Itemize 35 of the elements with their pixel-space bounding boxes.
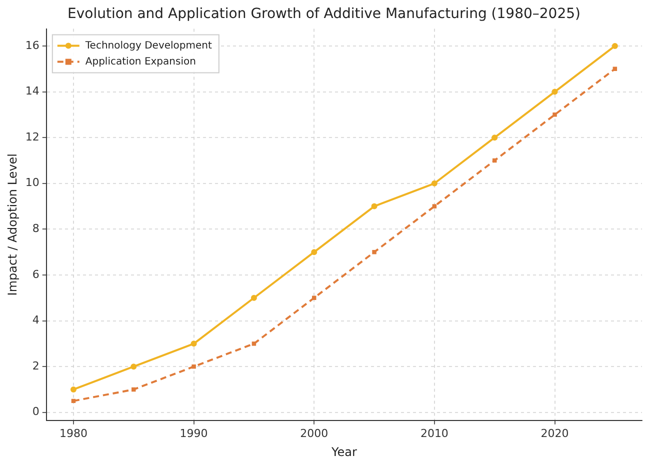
y-axis-title: Impact / Adoption Level [5,153,20,296]
x-tick-label: 2010 [420,426,448,440]
point [371,203,378,210]
point [552,88,558,95]
x-tick-label: 1990 [180,426,208,440]
x-axis-title: Year [330,444,357,459]
x-tick-label: 2020 [540,426,569,440]
point [252,342,256,346]
point [432,204,437,208]
chart-title: Evolution and Application Growth of Additive Manufacturing (1980–2025) [68,6,580,22]
point [431,180,438,186]
x-tick-label: 2000 [300,426,328,440]
y-tick-label: 4 [32,314,40,327]
point [492,134,498,141]
y-tick-label: 8 [32,222,40,236]
y-tick-label: 6 [32,268,40,281]
point [130,364,137,370]
point [372,250,376,254]
y-tick-label: 12 [25,130,40,144]
y-tick-label: 14 [25,84,40,98]
point [70,386,76,392]
y-tick-label: 10 [25,176,40,190]
y-tick-label: 0 [32,405,40,418]
point [311,249,318,256]
y-tick-label: 16 [25,38,40,52]
point [250,294,257,301]
point [552,112,557,117]
y-tick-label: 2 [32,359,40,372]
point [612,42,618,49]
point [190,340,197,347]
point [192,364,196,369]
x-tick-label: 1980 [59,426,88,440]
legend-label: Technology Development [84,40,212,52]
legend-label: Application Expansion [85,56,196,68]
point [132,387,136,392]
